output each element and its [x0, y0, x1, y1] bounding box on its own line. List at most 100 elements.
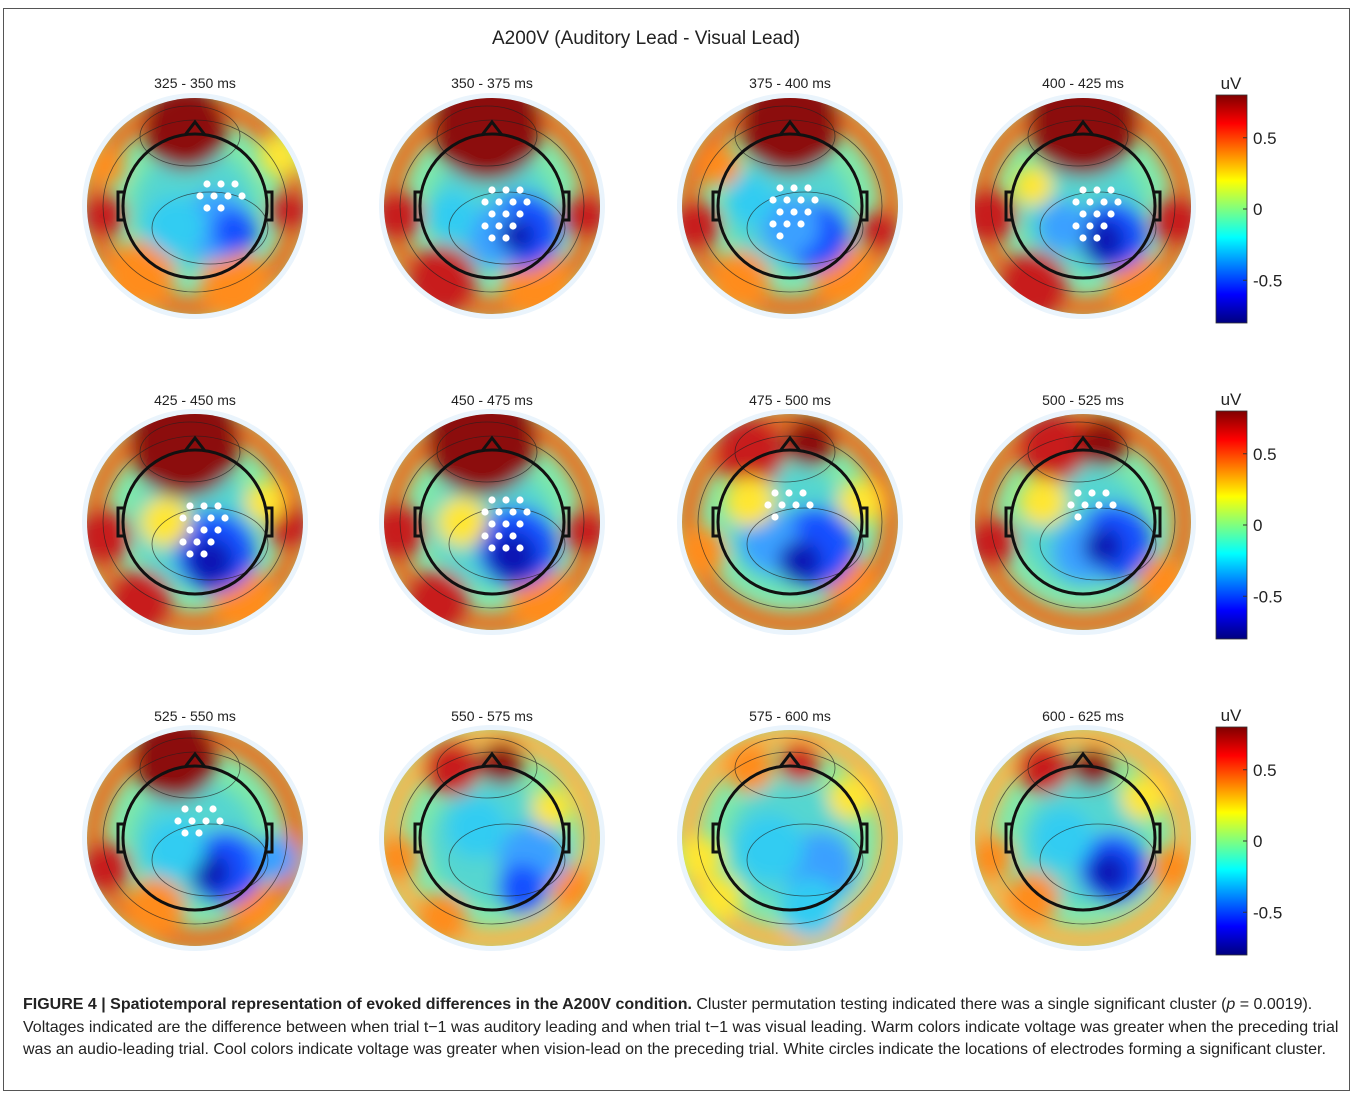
electrode-dot	[785, 489, 793, 497]
electrode-dot	[502, 234, 510, 242]
electrode-dot	[1095, 501, 1103, 509]
electrode-dot	[179, 514, 187, 522]
colorbar-gradient	[1215, 726, 1248, 956]
electrode-dot	[778, 501, 786, 509]
electrode-dot	[790, 208, 798, 216]
electrode-dot	[186, 502, 194, 510]
electrode-dot	[776, 184, 784, 192]
electrode-dot	[502, 210, 510, 218]
colorbar-unit: uV	[1221, 390, 1242, 409]
electrode-dot	[806, 501, 814, 509]
time-window-label: 500 - 525 ms	[1042, 392, 1124, 408]
colorbar-gradient	[1215, 410, 1248, 640]
electrode-dot	[1074, 513, 1082, 521]
electrode-dot	[174, 817, 182, 825]
topoplot-grid: 325 - 350 ms 350 - 375 ms 375 - 400 ms 400 …	[82, 75, 1196, 951]
colorbar-tick-label: 0.5	[1253, 445, 1277, 464]
electrode-dot	[193, 514, 201, 522]
electrode-dot	[1086, 198, 1094, 206]
electrode-dot	[181, 805, 189, 813]
electrode-dot	[221, 514, 229, 522]
electrode-dot	[783, 196, 791, 204]
electrode-dot	[200, 526, 208, 534]
electrode-dot	[202, 817, 210, 825]
electrode-dot	[188, 817, 196, 825]
head-outline	[413, 435, 571, 596]
electrode-dot	[1079, 186, 1087, 194]
electrode-dot	[502, 186, 510, 194]
electrode-dot	[502, 520, 510, 528]
time-window-label: 600 - 625 ms	[1042, 708, 1124, 724]
time-window-label: 550 - 575 ms	[451, 708, 533, 724]
time-window-label: 375 - 400 ms	[749, 75, 831, 91]
electrode-dot	[523, 198, 531, 206]
electrode-dot	[516, 210, 524, 218]
time-window-label: 325 - 350 ms	[154, 75, 236, 91]
electrode-dot	[769, 220, 777, 228]
electrode-dot	[783, 220, 791, 228]
voltage-map	[975, 730, 1191, 946]
electrode-dot	[1067, 501, 1075, 509]
colorbar-tick-label: 0.5	[1253, 129, 1277, 148]
caption-text-2: = 0.0019). Voltages indicated are the di…	[23, 996, 1339, 1059]
caption-label: FIGURE 4 | Spatiotemporal representation…	[23, 996, 692, 1013]
head-outline	[116, 119, 274, 280]
electrode-dot	[1072, 222, 1080, 230]
electrode-dot	[1086, 222, 1094, 230]
electrode-dot	[495, 222, 503, 230]
electrode-dot	[1107, 186, 1115, 194]
head-outline	[711, 119, 869, 280]
electrode-dot	[209, 805, 217, 813]
electrode-dot	[488, 186, 496, 194]
electrode-dot	[481, 198, 489, 206]
colorbar-tick-label: 0	[1253, 200, 1262, 219]
time-window-label: 425 - 450 ms	[154, 392, 236, 408]
head-outline	[1004, 119, 1162, 280]
electrode-dot	[488, 520, 496, 528]
head-outline	[711, 751, 869, 912]
electrode-dot	[516, 496, 524, 504]
voltage-map	[682, 730, 898, 946]
electrode-dot	[195, 829, 203, 837]
voltage-map	[87, 98, 303, 314]
topoplot-panel: 375 - 400 ms	[677, 75, 903, 319]
electrode-dot	[516, 520, 524, 528]
figure-title: A200V (Auditory Lead - Visual Lead)	[492, 28, 800, 49]
electrode-dot	[495, 198, 503, 206]
electrode-dot	[181, 829, 189, 837]
electrode-dot	[1100, 198, 1108, 206]
electrode-dot	[1074, 489, 1082, 497]
caption-text-1: Cluster permutation testing indicated th…	[691, 996, 1227, 1013]
electrode-dot	[196, 192, 204, 200]
electrode-dot	[797, 196, 805, 204]
electrode-dot	[217, 180, 225, 188]
electrode-dot	[509, 222, 517, 230]
topoplot-panel: 500 - 525 ms	[970, 392, 1196, 635]
electrode-dot	[481, 222, 489, 230]
electrode-dot	[488, 496, 496, 504]
electrode-dot	[1093, 234, 1101, 242]
topoplot-panel: 325 - 350 ms	[82, 75, 308, 319]
topoplot-panel: 575 - 600 ms	[677, 708, 903, 951]
electrode-dot	[764, 501, 772, 509]
electrode-dot	[771, 489, 779, 497]
electrode-dot	[516, 544, 524, 552]
electrode-dot	[200, 550, 208, 558]
head-outline	[711, 435, 869, 596]
cluster-electrodes	[769, 184, 819, 240]
electrode-dot	[210, 192, 218, 200]
electrode-dot	[214, 526, 222, 534]
electrode-dot	[776, 232, 784, 240]
colorbar-tick-label: -0.5	[1253, 271, 1282, 290]
electrode-dot	[811, 196, 819, 204]
electrode-dot	[509, 508, 517, 516]
electrode-dot	[488, 544, 496, 552]
colorbar-tick-label: 0	[1253, 516, 1262, 535]
electrode-dot	[481, 532, 489, 540]
colorbar: uV 0.5 0 -0.5	[1215, 706, 1282, 956]
electrode-dot	[207, 514, 215, 522]
electrode-dot	[804, 184, 812, 192]
electrode-dot	[1079, 234, 1087, 242]
electrode-dot	[481, 508, 489, 516]
electrode-dot	[1109, 501, 1117, 509]
